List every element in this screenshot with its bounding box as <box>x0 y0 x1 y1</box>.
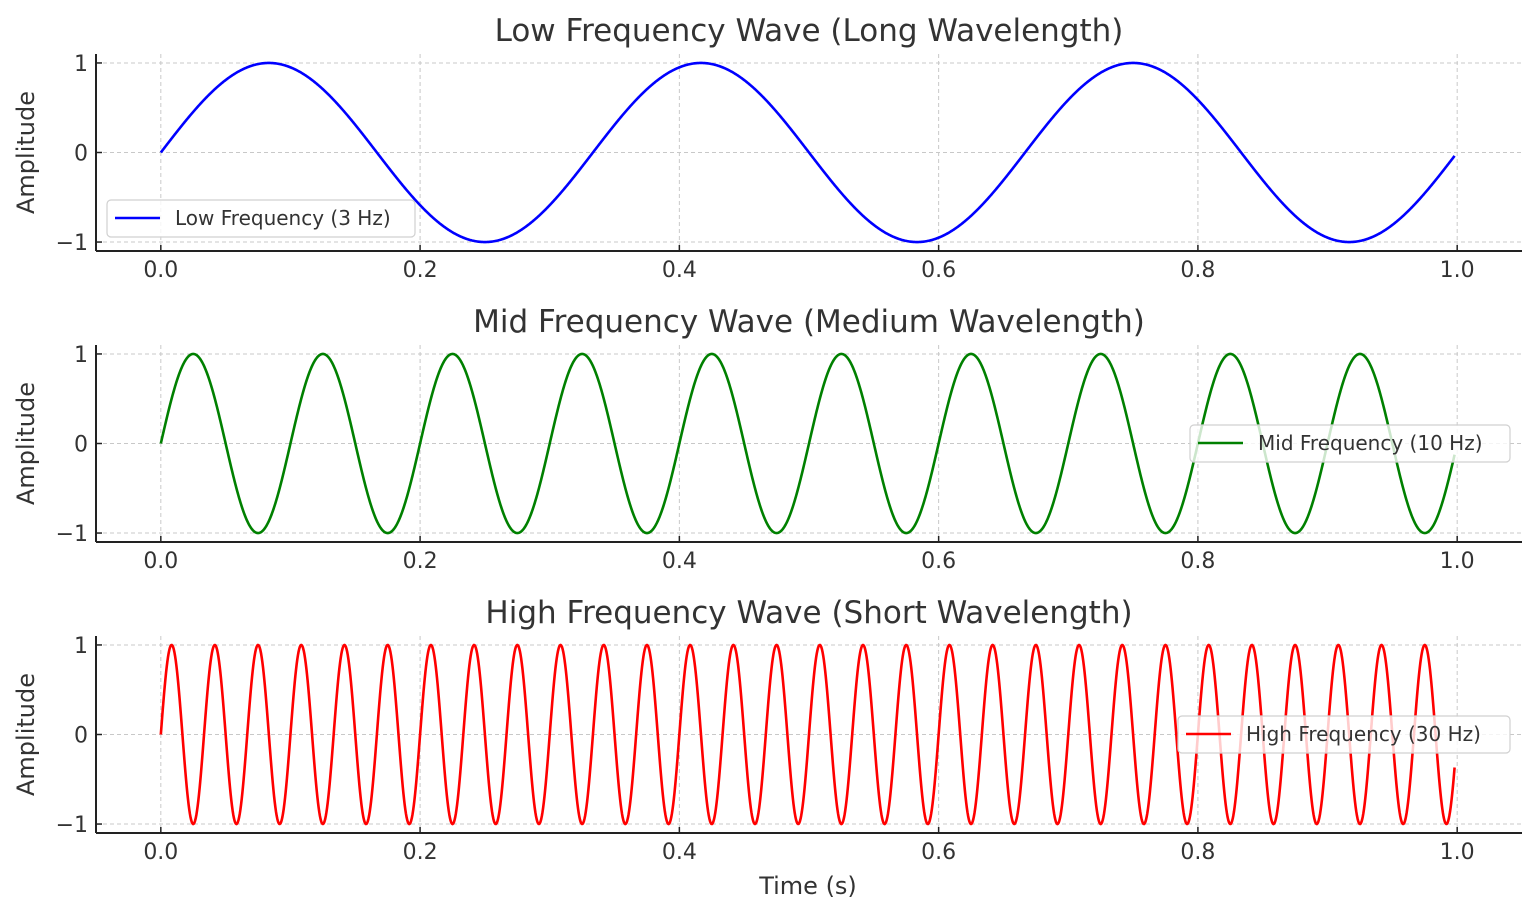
x-tick-label: 0.6 <box>921 258 956 283</box>
subplot-title: High Frequency Wave (Short Wavelength) <box>485 595 1132 631</box>
subplot-3: 0.0 0.2 0.4 0.6 0.8 1.0 −1 0 1 High Frequency (30… <box>12 595 1522 900</box>
x-tick-label: 0.6 <box>921 549 956 574</box>
x-tick-label: 1.0 <box>1440 258 1475 283</box>
y-tick-label: 0 <box>74 724 88 749</box>
series-line <box>159 352 1456 535</box>
legend-frame <box>106 199 416 238</box>
x-axis-label: Time (s) <box>758 872 857 900</box>
x-tick-label: 0.2 <box>403 840 438 865</box>
legend-label: Mid Frequency (10 Hz) <box>1258 431 1483 455</box>
x-tick-label: 1.0 <box>1440 549 1475 574</box>
legend-frame <box>1189 424 1511 463</box>
legend: Low Frequency (3 Hz) <box>106 199 416 238</box>
y-tick-label: 0 <box>74 142 88 167</box>
subplot-title: Low Frequency Wave (Long Wavelength) <box>495 13 1124 49</box>
legend: High Frequency (30 Hz) <box>1177 715 1511 754</box>
y-tick-label: 1 <box>74 343 88 368</box>
y-tick-label: 1 <box>74 634 88 659</box>
x-tick-label: 0.4 <box>662 840 697 865</box>
legend: Mid Frequency (10 Hz) <box>1189 424 1511 463</box>
y-tick-label: 0 <box>74 433 88 458</box>
y-tick-label: −1 <box>56 813 88 838</box>
series-line <box>159 61 1456 244</box>
subplot-title: Mid Frequency Wave (Medium Wavelength) <box>473 304 1145 340</box>
subplot-2: 0.0 0.2 0.4 0.6 0.8 1.0 −1 0 1 Mid Frequency (10 … <box>12 304 1522 574</box>
y-axis-label: Amplitude <box>12 91 40 214</box>
y-tick-label: −1 <box>56 522 88 547</box>
x-tick-label: 0.2 <box>403 549 438 574</box>
y-axis-label: Amplitude <box>12 673 40 796</box>
x-tick-label: 0.0 <box>143 840 178 865</box>
x-tick-label: 0.2 <box>403 258 438 283</box>
legend-label: Low Frequency (3 Hz) <box>175 206 391 230</box>
x-tick-label: 0.4 <box>662 258 697 283</box>
x-tick-label: 0.8 <box>1180 258 1215 283</box>
y-tick-label: 1 <box>74 52 88 77</box>
series-line <box>159 643 1456 826</box>
subplot-1: 0.0 0.2 0.4 0.6 0.8 1.0 −1 0 1 Low Frequency (3 H… <box>12 13 1522 283</box>
legend-label: High Frequency (30 Hz) <box>1246 722 1481 746</box>
y-axis-label: Amplitude <box>12 382 40 505</box>
x-tick-label: 0.0 <box>143 549 178 574</box>
x-tick-label: 0.8 <box>1180 840 1215 865</box>
x-tick-label: 1.0 <box>1440 840 1475 865</box>
legend-frame <box>1177 715 1511 754</box>
x-tick-label: 0.0 <box>143 258 178 283</box>
x-tick-label: 0.8 <box>1180 549 1215 574</box>
x-tick-label: 0.4 <box>662 549 697 574</box>
y-tick-label: −1 <box>56 231 88 256</box>
x-tick-label: 0.6 <box>921 840 956 865</box>
